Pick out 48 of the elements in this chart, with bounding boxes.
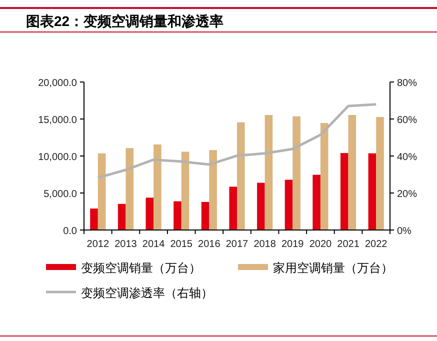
x-tick-label: 2021 <box>337 239 360 250</box>
bar <box>292 116 300 230</box>
x-tick-label: 2013 <box>114 239 138 250</box>
bar <box>118 204 126 230</box>
bar <box>376 117 384 230</box>
x-tick-label: 2020 <box>309 239 332 250</box>
bar <box>181 152 190 230</box>
x-tick-label: 2018 <box>254 239 276 250</box>
y2-tick-label: 20% <box>397 189 418 200</box>
y2-tick-label: 80% <box>397 78 418 89</box>
y-tick-label: 0.0 <box>63 226 78 237</box>
line-series <box>96 103 378 180</box>
bar <box>90 208 98 230</box>
y-tick-label: 20,000.0 <box>38 78 78 89</box>
bar <box>320 122 328 230</box>
legend-label: 变频空调渗透率（右轴） <box>81 286 213 300</box>
bar <box>348 115 356 230</box>
x-tick-label: 2017 <box>226 239 249 250</box>
x-tick-label: 2016 <box>198 239 221 250</box>
bar <box>229 186 237 230</box>
bar <box>237 122 245 230</box>
bar <box>312 174 320 230</box>
bar <box>284 180 293 230</box>
bar <box>154 144 162 230</box>
bar <box>257 182 265 230</box>
bar <box>174 201 182 230</box>
y2-tick-label: 0% <box>397 226 412 237</box>
y2-tick-label: 40% <box>397 152 418 163</box>
legend-label: 家用空调销量（万台） <box>273 261 393 275</box>
bar <box>264 115 273 230</box>
y-tick-label: 5,000.0 <box>44 189 78 200</box>
y-tick-label: 15,000.0 <box>38 115 78 126</box>
x-tick-label: 2014 <box>142 239 166 250</box>
x-tick-label: 2012 <box>86 239 110 250</box>
x-tick-label: 2019 <box>282 239 304 250</box>
x-tick-label: 2022 <box>364 239 388 250</box>
y2-tick-label: 60% <box>397 115 418 126</box>
x-tick-label: 2015 <box>170 239 193 250</box>
bar <box>340 153 348 230</box>
bar <box>201 202 210 230</box>
y-tick-label: 10,000.0 <box>38 152 78 163</box>
bar <box>209 150 217 230</box>
bar <box>126 148 134 230</box>
legend-label: 变频空调销量（万台） <box>81 261 201 275</box>
bar <box>368 153 376 230</box>
chart-title: 图表22：变频空调销量和渗透率 <box>26 13 224 29</box>
bar <box>146 198 154 230</box>
bar <box>98 153 106 230</box>
